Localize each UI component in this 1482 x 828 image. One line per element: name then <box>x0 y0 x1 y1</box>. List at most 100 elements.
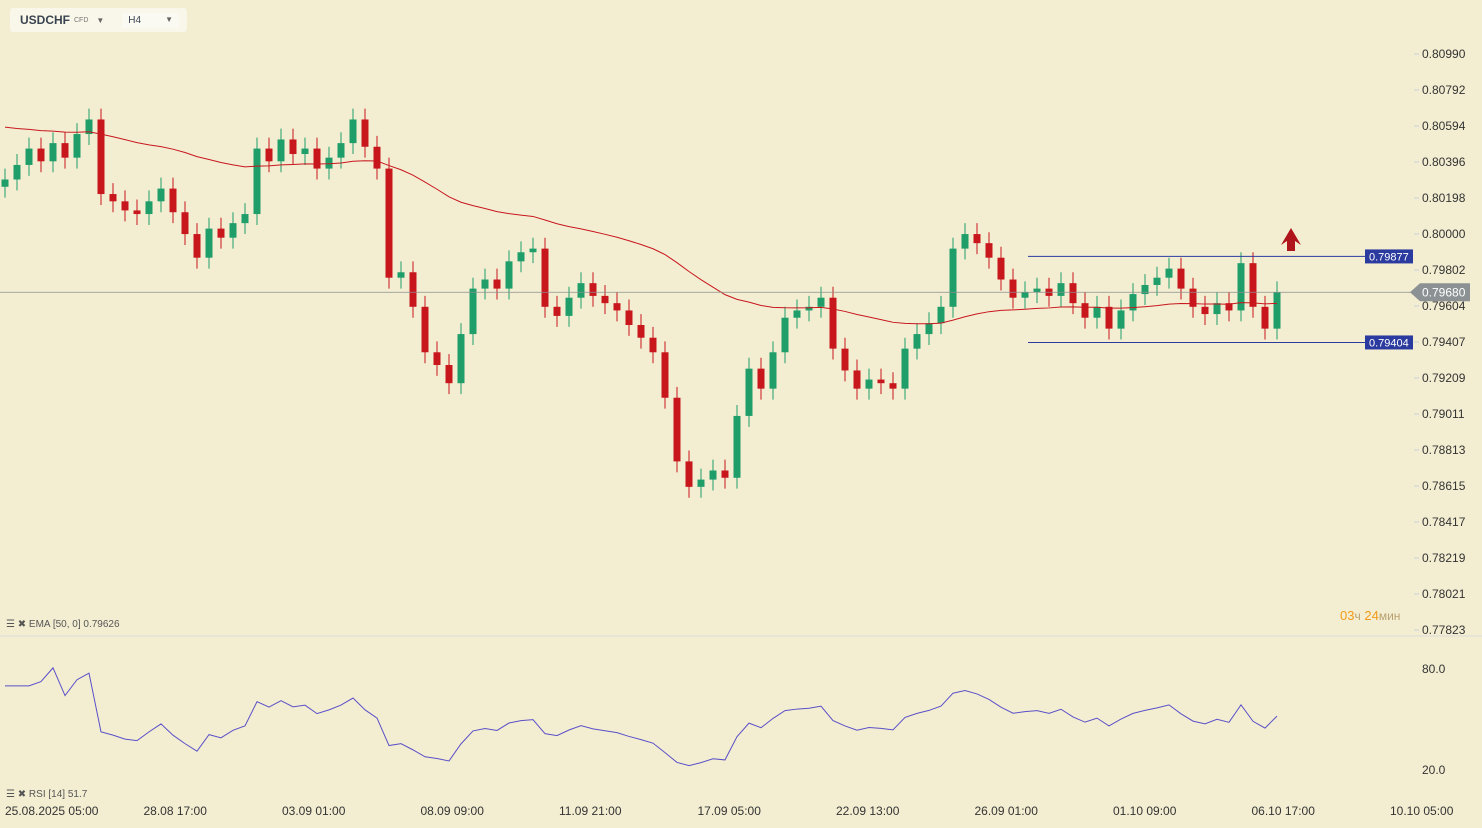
candle-body <box>385 168 393 278</box>
candle-body <box>877 379 885 384</box>
y-tick-label: 0.79604 <box>1422 299 1466 313</box>
candle-body <box>793 310 801 318</box>
candle-body <box>661 352 669 398</box>
x-tick-label: 01.10 09:00 <box>1113 804 1177 818</box>
level-label: 0.79877 <box>1369 251 1409 263</box>
candle-body <box>1009 279 1017 298</box>
candle-body <box>1 179 9 187</box>
symbol-selector[interactable]: USDCHF CFD ▼ H4 ▼ <box>10 8 187 32</box>
y-tick-label: 0.80000 <box>1422 227 1466 241</box>
candle-body <box>781 317 789 353</box>
candle-body <box>937 306 945 324</box>
y-tick-label: 0.80396 <box>1422 155 1466 169</box>
candle-body <box>193 234 201 258</box>
candle-body <box>817 297 825 307</box>
candle-body <box>853 370 861 389</box>
y-tick-label: 0.78021 <box>1422 587 1466 601</box>
timeframe-value: H4 <box>128 14 142 26</box>
timeframe-selector[interactable]: H4 ▼ <box>122 12 179 28</box>
y-tick-label: 0.78615 <box>1422 479 1466 493</box>
candle-body <box>589 283 597 296</box>
candle-body <box>265 148 273 162</box>
symbol-name: USDCHF <box>20 13 70 27</box>
x-tick-label: 03.09 01:00 <box>282 804 346 818</box>
candle-body <box>865 379 873 389</box>
candle-body <box>457 334 465 384</box>
candle-body <box>1081 303 1089 318</box>
candle-body <box>433 352 441 366</box>
y-tick-label: 0.78219 <box>1422 551 1466 565</box>
x-tick-label: 10.10 05:00 <box>1390 804 1454 818</box>
candle-body <box>133 210 141 215</box>
candle-body <box>745 368 753 416</box>
candle-body <box>697 479 705 487</box>
rsi-tick-label: 80.0 <box>1422 662 1446 676</box>
candle-body <box>469 288 477 335</box>
ema-label: EMA [50, 0] 0.79626 <box>28 619 120 630</box>
candle-body <box>577 283 585 298</box>
candle-timer: 03ч 24мин <box>1340 608 1401 623</box>
candle-body <box>625 310 633 325</box>
candle-body <box>1129 294 1137 311</box>
candle-body <box>925 323 933 335</box>
candle-body <box>1213 303 1221 315</box>
candle-body <box>805 306 813 311</box>
candle-body <box>277 139 285 162</box>
x-tick-label: 25.08.2025 05:00 <box>5 804 99 818</box>
candle-body <box>961 234 969 249</box>
candle-body <box>673 397 681 462</box>
candle-body <box>913 334 921 349</box>
candle-body <box>241 214 249 224</box>
candle-body <box>733 415 741 478</box>
candle-body <box>997 257 1005 280</box>
candle-body <box>85 119 93 135</box>
candle-body <box>601 295 609 304</box>
candle-body <box>541 248 549 307</box>
candle-body <box>1141 284 1149 295</box>
y-tick-label: 0.79802 <box>1422 263 1466 277</box>
y-tick-label: 0.80792 <box>1422 83 1466 97</box>
candle-body <box>169 188 177 213</box>
candle-body <box>973 234 981 244</box>
candle-body <box>517 252 525 262</box>
candle-body <box>373 146 381 169</box>
candle-body <box>37 148 45 162</box>
x-tick-label: 08.09 09:00 <box>421 804 485 818</box>
y-tick-label: 0.79407 <box>1422 335 1466 349</box>
close-icon[interactable]: ✖ <box>17 789 27 800</box>
x-tick-label: 22.09 13:00 <box>836 804 900 818</box>
settings-icon[interactable]: ☰ <box>6 789 15 800</box>
candle-body <box>1225 303 1233 311</box>
candle-body <box>397 272 405 278</box>
candle-body <box>1189 288 1197 307</box>
x-tick-label: 11.09 21:00 <box>559 804 622 818</box>
candle-body <box>565 297 573 316</box>
candle-body <box>1057 283 1065 296</box>
candle-body <box>1237 263 1245 311</box>
ema-legend[interactable]: ☰ ✖ EMA [50, 0] 0.79626 <box>6 619 120 630</box>
candle-body <box>1069 283 1077 304</box>
candle-body <box>553 306 561 316</box>
candle-body <box>421 306 429 353</box>
candle-body <box>121 201 129 211</box>
candle-body <box>337 143 345 158</box>
current-price-label: 0.79680 <box>1422 285 1466 299</box>
candle-body <box>181 212 189 235</box>
candle-body <box>637 324 645 338</box>
level-tag <box>1365 335 1413 350</box>
candle-body <box>301 148 309 155</box>
y-tick-label: 0.78813 <box>1422 443 1466 457</box>
x-tick-label: 26.09 01:00 <box>975 804 1039 818</box>
candle-body <box>949 248 957 307</box>
x-tick-label: 06.10 17:00 <box>1252 804 1316 818</box>
chevron-down-icon[interactable]: ▼ <box>96 15 105 25</box>
close-icon[interactable]: ✖ <box>17 619 27 630</box>
candle-body <box>361 119 369 147</box>
candle-body <box>1033 288 1041 293</box>
chevron-down-icon: ▼ <box>165 14 173 24</box>
candle-body <box>1153 277 1161 285</box>
rsi-legend[interactable]: ☰ ✖ RSI [14] 51.7 <box>6 789 87 800</box>
candle-body <box>1177 268 1185 289</box>
settings-icon[interactable]: ☰ <box>6 619 15 630</box>
